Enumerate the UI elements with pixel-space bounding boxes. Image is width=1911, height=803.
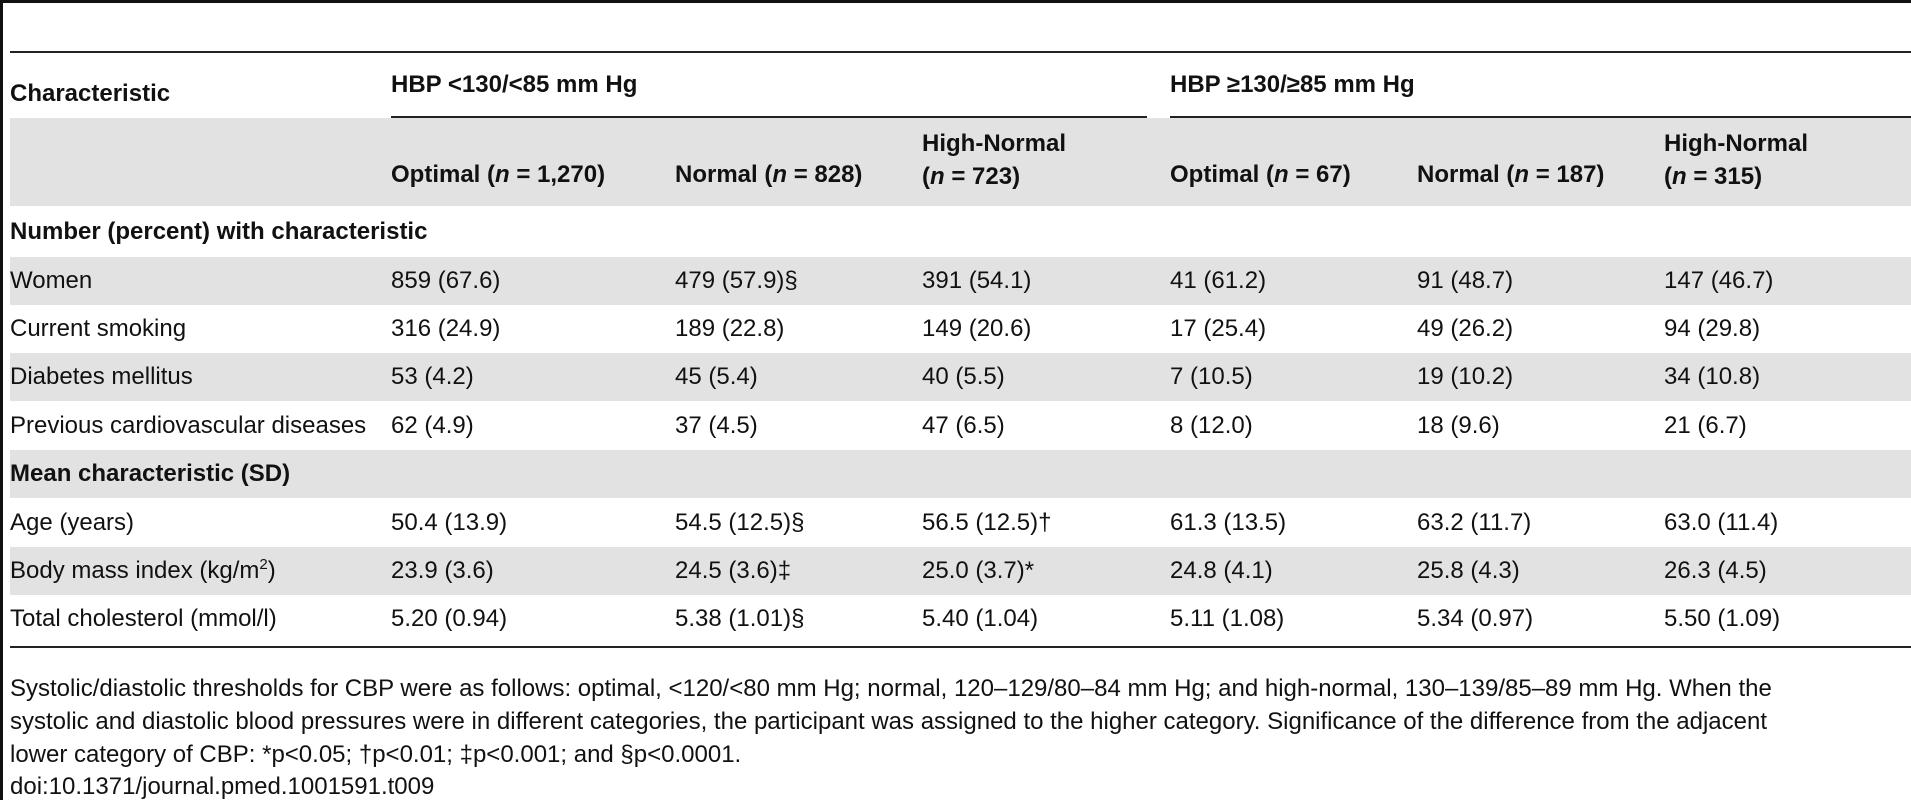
table-cell: 25.0 (3.7)* [922, 557, 1035, 584]
table-cell: 23.9 (3.6) [391, 557, 494, 584]
row-label-diabetes: Diabetes mellitus [10, 363, 193, 390]
table-cell: 391 (54.1) [922, 267, 1032, 294]
row-band-women [10, 257, 1911, 305]
table-cell: 316 (24.9) [391, 315, 501, 342]
table-cell: 24.8 (4.1) [1170, 557, 1273, 584]
table-cell: 94 (29.8) [1664, 315, 1761, 342]
table-bottom-rule [10, 646, 1911, 648]
table-cell: 50.4 (13.9) [391, 509, 508, 536]
table-cell: 56.5 (12.5)† [922, 509, 1052, 536]
table-cell: 5.11 (1.08) [1170, 605, 1285, 632]
table-cell: 25.8 (4.3) [1417, 557, 1520, 584]
row-label-previous-cvd: Previous cardiovascular diseases [10, 412, 367, 439]
table-cell: 61.3 (13.5) [1170, 509, 1287, 536]
footnote-line-2: systolic and diastolic blood pressures w… [10, 708, 1768, 735]
row-label-age: Age (years) [10, 509, 135, 536]
group-header-high: HBP ≥130/≥85 mm Hg [1170, 71, 1415, 98]
table-cell: 49 (26.2) [1417, 315, 1514, 342]
table-cell: 40 (5.5) [922, 363, 1005, 390]
row-band-bmi [10, 547, 1911, 595]
table-cell: 45 (5.4) [675, 363, 758, 390]
table-cell: 63.2 (11.7) [1417, 509, 1532, 536]
row-label-total-cholesterol: Total cholesterol (mmol/l) [10, 605, 277, 632]
table-cell: 54.5 (12.5)§ [675, 509, 805, 536]
table-cell: 41 (61.2) [1170, 267, 1267, 294]
left-border [0, 0, 3, 800]
section-number-percent: Number (percent) with characteristic [10, 218, 428, 245]
table-cell: 91 (48.7) [1417, 267, 1514, 294]
table-cell: 5.20 (0.94) [391, 605, 508, 632]
header-band [10, 118, 1911, 206]
group-underline-left [391, 116, 1147, 118]
row-label-women: Women [10, 267, 93, 294]
table-cell: 53 (4.2) [391, 363, 474, 390]
row-label-current-smoking: Current smoking [10, 315, 187, 342]
table-cell: 19 (10.2) [1417, 363, 1514, 390]
table-cell: 24.5 (3.6)‡ [675, 557, 792, 584]
col-header-highnormal-high: High-Normal (n = 315) [1664, 130, 1808, 190]
table-cell: 8 (12.0) [1170, 412, 1253, 439]
footnote-line-3: lower category of CBP: *p<0.05; †p<0.01;… [10, 741, 742, 768]
row-band-diabetes [10, 353, 1911, 401]
table-cell: 147 (46.7) [1664, 267, 1774, 294]
table-cell: 189 (22.8) [675, 315, 785, 342]
table-cell: 149 (20.6) [922, 315, 1032, 342]
col-header-highnormal-low: High-Normal (n = 723) [922, 130, 1066, 190]
row-label-bmi: Body mass index (kg/m2) [10, 556, 276, 584]
doi-text[interactable]: doi:10.1371/journal.pmed.1001591.t009 [10, 773, 435, 800]
col-header-normal-high: Normal (n = 187) [1417, 161, 1605, 188]
row-band-mean-section [10, 450, 1911, 498]
col-header-optimal-low: Optimal (n = 1,270) [391, 161, 606, 188]
table-cell: 7 (10.5) [1170, 363, 1253, 390]
table-cell: 5.38 (1.01)§ [675, 605, 805, 632]
table-cell: 47 (6.5) [922, 412, 1005, 439]
table-cell: 63.0 (11.4) [1664, 509, 1779, 536]
section-mean-sd: Mean characteristic (SD) [10, 460, 291, 487]
col-header-normal-low: Normal (n = 828) [675, 161, 863, 188]
table-cell: 5.34 (0.97) [1417, 605, 1534, 632]
table-cell: 34 (10.8) [1664, 363, 1761, 390]
col-header-optimal-high: Optimal (n = 67) [1170, 161, 1351, 188]
table-top-rule [10, 51, 1911, 53]
table-cell: 62 (4.9) [391, 412, 474, 439]
table-cell: 21 (6.7) [1664, 412, 1747, 439]
table-cell: 5.40 (1.04) [922, 605, 1039, 632]
table-cell: 17 (25.4) [1170, 315, 1267, 342]
table-cell: 859 (67.6) [391, 267, 501, 294]
table-cell: 5.50 (1.09) [1664, 605, 1781, 632]
top-border [0, 0, 1911, 3]
group-header-low: HBP <130/<85 mm Hg [391, 71, 638, 98]
footnote-line-1: Systolic/diastolic thresholds for CBP we… [10, 675, 1772, 702]
stub-header: Characteristic [10, 80, 171, 107]
table-cell: 26.3 (4.5) [1664, 557, 1767, 584]
table-cell: 479 (57.9)§ [675, 267, 798, 294]
table-cell: 37 (4.5) [675, 412, 758, 439]
table-cell: 18 (9.6) [1417, 412, 1500, 439]
group-underline-right [1170, 116, 1911, 118]
